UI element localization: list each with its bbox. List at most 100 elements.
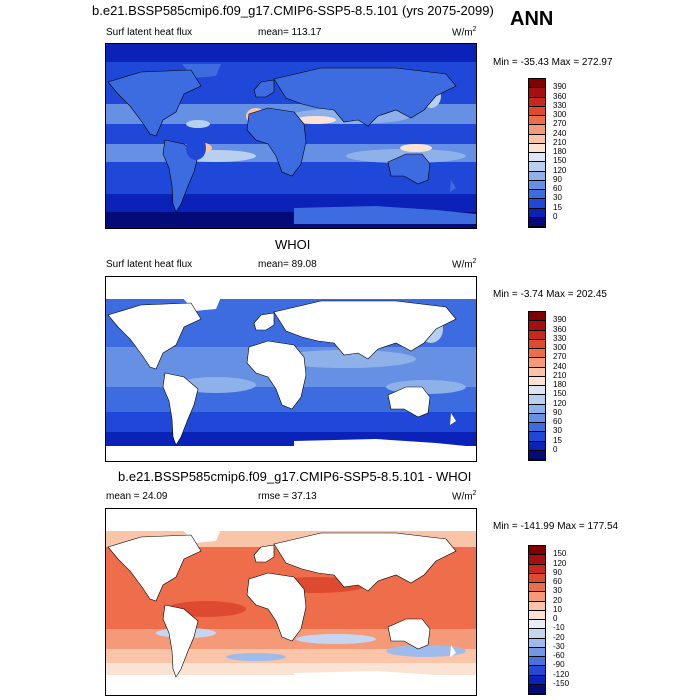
colorbar-segment [529,312,545,322]
colorbar-tick-label: 120 [553,398,567,408]
panel1-mean: mean= 113.17 [258,27,322,38]
panel2-colorbar [528,311,546,461]
colorbar-segment [529,629,545,639]
colorbar-segment [529,423,545,433]
panel3-title: b.e21.BSSP585cmip6.f09_g17.CMIP6-SSP5-8.… [118,469,472,484]
colorbar-segment [529,162,545,172]
colorbar-segment [529,555,545,565]
colorbar-segment [529,125,545,135]
panel1-map [105,43,477,229]
colorbar-segment [529,330,545,340]
colorbar-segment [529,386,545,396]
panel2-title: WHOI [275,237,311,252]
colorbar-segment [529,413,545,423]
colorbar-tick-label: 150 [553,389,567,399]
colorbar-segment [529,208,545,218]
colorbar-tick-label: 90 [553,174,562,184]
panel1-units: W/m2 [452,26,477,39]
colorbar-tick-label: -90 [553,660,565,670]
panel3-map [105,508,477,696]
colorbar-tick-label: 300 [553,343,567,352]
colorbar-tick-label: 330 [553,100,567,110]
colorbar-segment [529,601,545,611]
colorbar-tick-label: 390 [553,82,567,92]
colorbar-tick-label: 30 [553,586,562,596]
colorbar-tick-label: 0 [553,614,558,623]
colorbar-segment [529,675,545,685]
colorbar-segment [529,546,545,556]
colorbar-segment [529,610,545,620]
colorbar-segment [529,620,545,630]
colorbar-segment [529,404,545,414]
colorbar-segment [529,349,545,359]
colorbar-tick-label: -120 [553,669,570,679]
colorbar-segment [529,88,545,98]
panel1-colorbar [528,78,546,228]
colorbar-tick-label: 210 [553,370,567,380]
colorbar-segment [529,441,545,451]
colorbar-tick-label: 360 [553,324,567,334]
colorbar-segment [529,657,545,667]
panel3-units: W/m2 [452,490,477,503]
panel3-colorbar [528,545,546,695]
colorbar-tick-label: 30 [553,426,562,436]
panel2-minmax: Min = -3.74 Max = 202.45 [493,289,607,300]
colorbar-segment [529,358,545,368]
panel2-variable: Surf latent heat flux [106,259,193,270]
colorbar-segment [529,339,545,349]
colorbar-segment [529,583,545,593]
colorbar-segment [529,564,545,574]
colorbar-tick-label: -30 [553,641,565,651]
colorbar-segment [529,97,545,107]
colorbar-tick-label: 60 [553,577,562,586]
colorbar-tick-label: 210 [553,137,567,147]
colorbar-tick-label: 0 [553,211,558,221]
colorbar-tick-label: 60 [553,184,562,193]
colorbar-tick-label: -150 [553,678,570,688]
colorbar-tick-label: 90 [553,407,562,417]
colorbar-tick-label: 330 [553,333,567,343]
colorbar-segment [529,190,545,200]
colorbar-segment [529,153,545,163]
colorbar-tick-label: 240 [553,128,567,138]
panel3-minmax: Min = -141.99 Max = 177.54 [493,521,619,532]
panel1-minmax: Min = -35.43 Max = 272.97 [493,57,613,68]
colorbar-segment [529,106,545,116]
colorbar-tick-label: 15 [553,202,562,212]
colorbar-segment [529,592,545,602]
panel2-units: W/m2 [452,258,477,271]
colorbar-segment [529,171,545,181]
colorbar-tick-label: 120 [553,558,567,568]
colorbar-segment [529,199,545,209]
panel1-variable: Surf latent heat flux [106,27,193,38]
colorbar-segment [529,116,545,126]
colorbar-segment [529,638,545,648]
colorbar-tick-label: 150 [553,156,567,166]
colorbar-segment [529,432,545,442]
colorbar-tick-label: 270 [553,119,567,129]
colorbar-segment [529,367,545,377]
colorbar-tick-label: -10 [553,623,565,633]
colorbar-segment [529,395,545,405]
panel3-rmse: rmse = 37.13 [258,491,317,502]
colorbar-segment [529,217,545,227]
colorbar-segment [529,134,545,144]
colorbar-tick-label: 120 [553,165,567,175]
colorbar-tick-label: 180 [553,380,567,389]
colorbar-tick-label: 180 [553,147,567,156]
colorbar-segment [529,647,545,657]
colorbar-tick-label: 360 [553,91,567,101]
colorbar-tick-label: 240 [553,361,567,371]
season-label: ANN [510,8,554,30]
colorbar-segment [529,666,545,676]
colorbar-segment [529,143,545,153]
colorbar-tick-label: -20 [553,632,565,642]
colorbar-segment [529,180,545,190]
colorbar-tick-label: 390 [553,315,567,325]
colorbar-tick-label: 30 [553,193,562,203]
panel2-map [105,276,477,462]
colorbar-segment [529,376,545,386]
colorbar-tick-label: -60 [553,651,565,660]
colorbar-tick-label: 15 [553,435,562,445]
colorbar-tick-label: 60 [553,417,562,426]
